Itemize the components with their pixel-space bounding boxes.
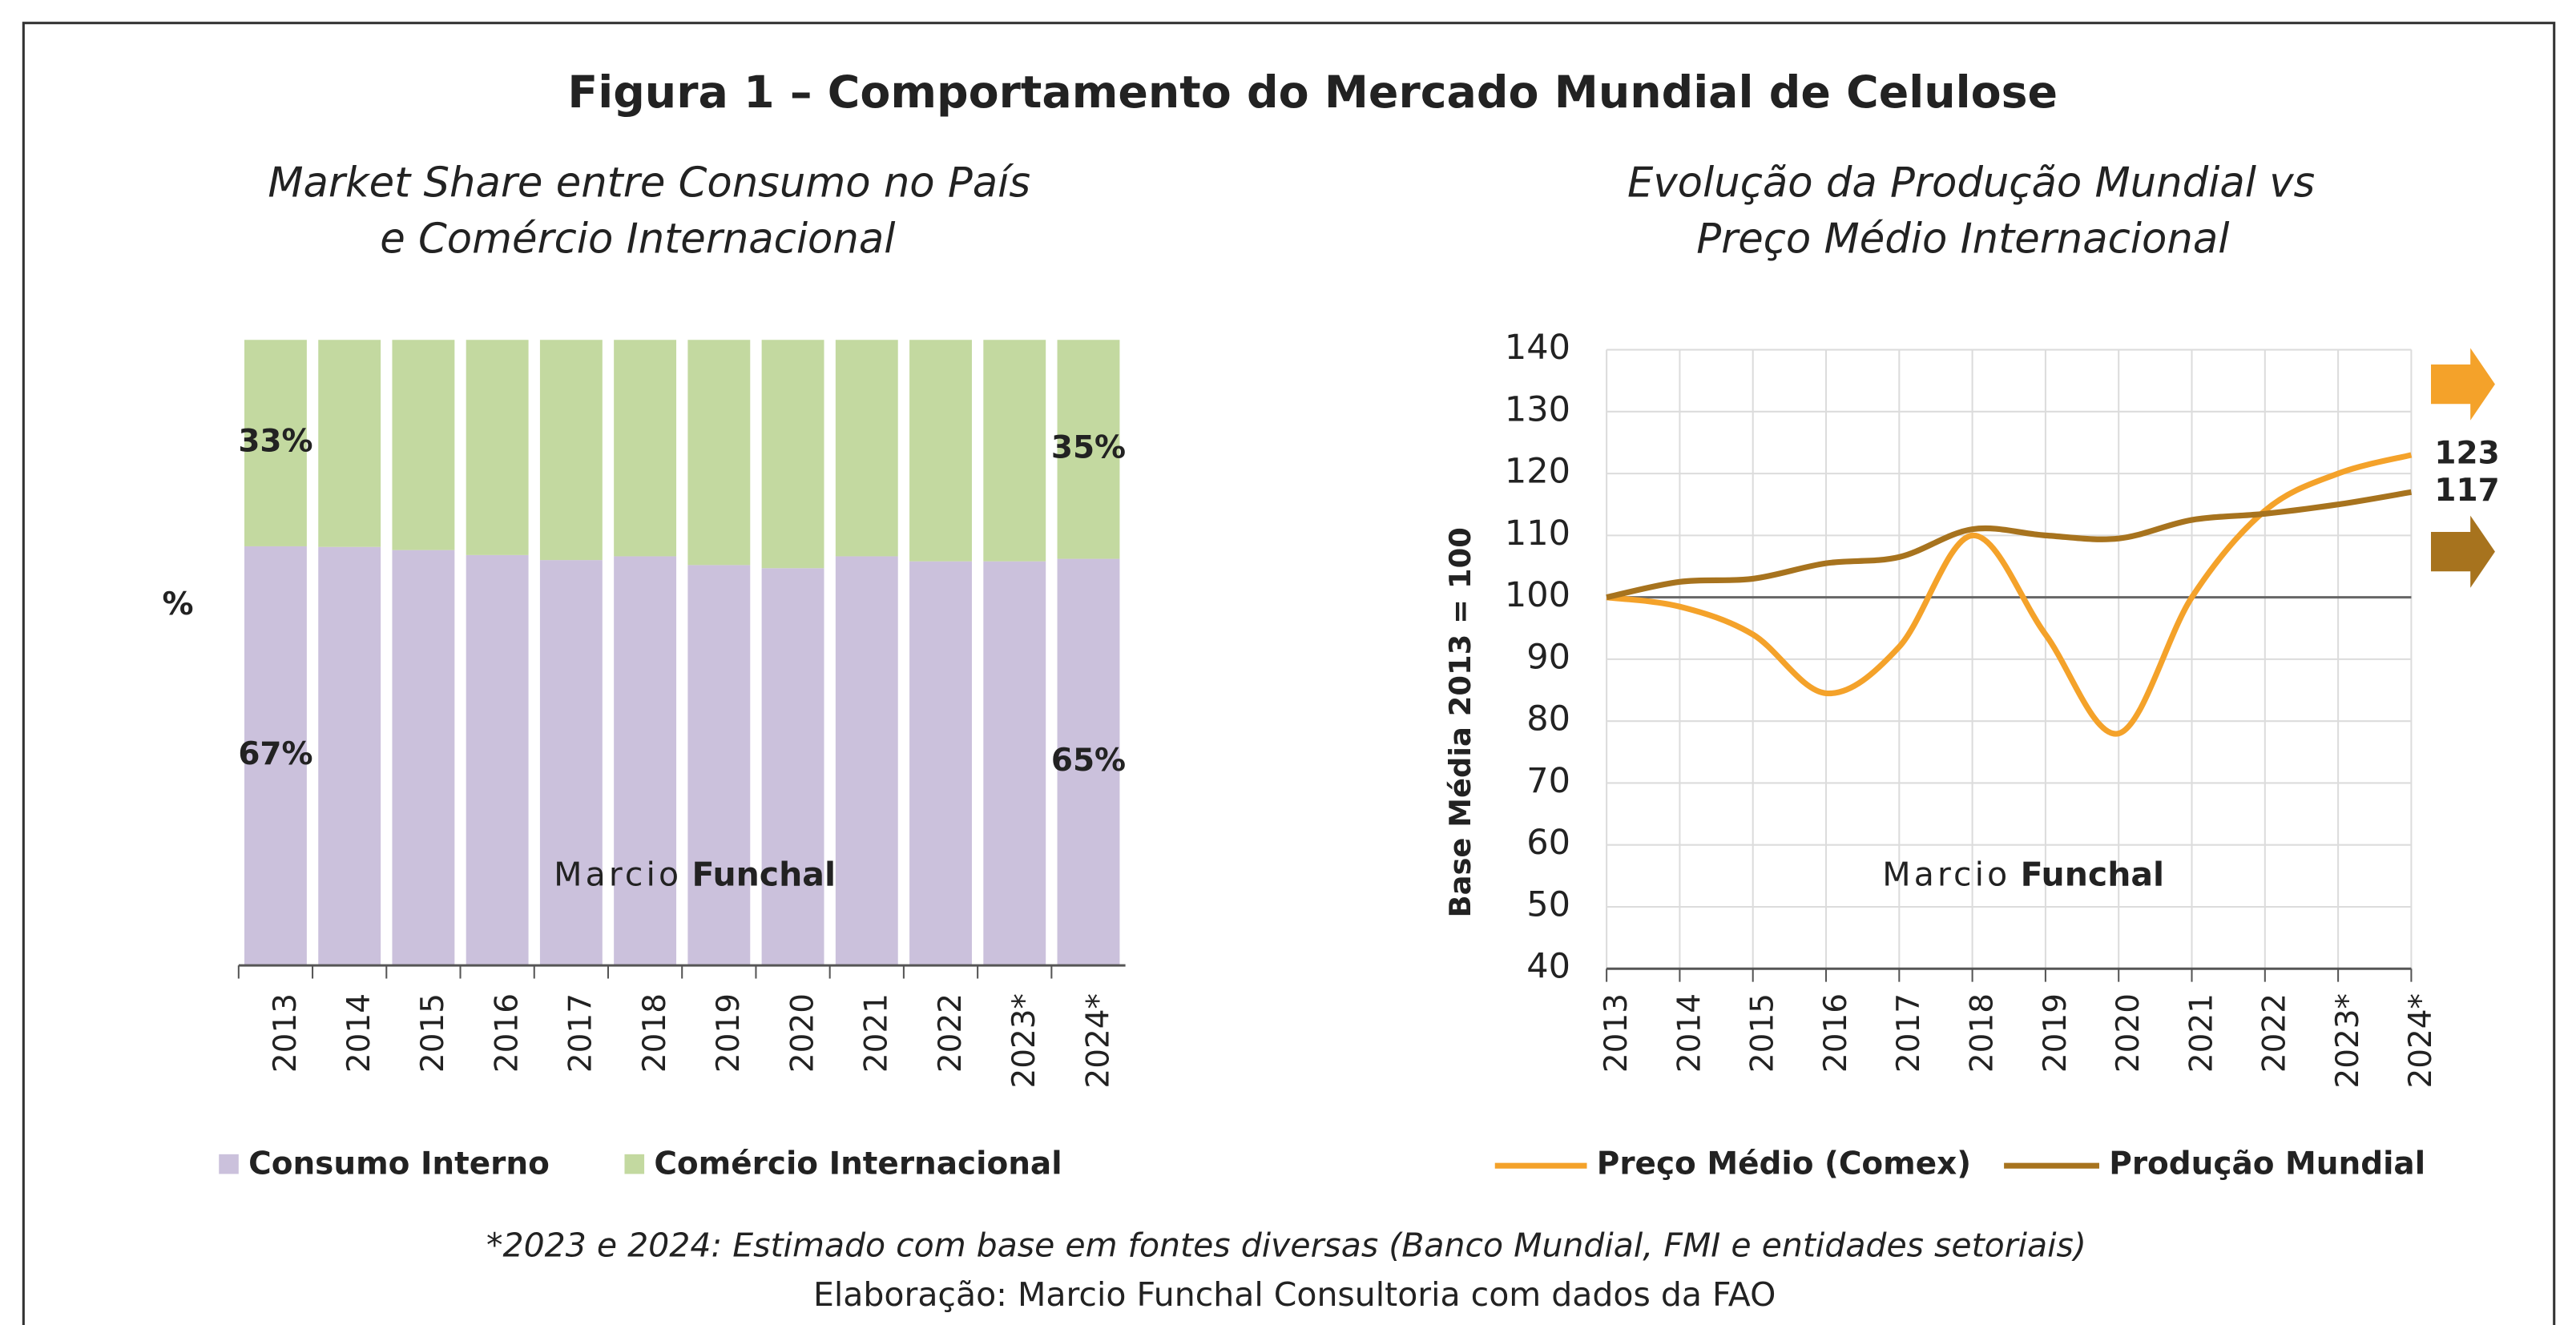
x-tick-label: 2023* xyxy=(2330,993,2366,1089)
y-tick-label: 50 xyxy=(1526,884,1570,924)
y-tick-label: 90 xyxy=(1526,637,1570,677)
arrow-icon xyxy=(2430,515,2495,588)
x-tick-label: 2017 xyxy=(1891,993,1927,1073)
x-tick-label: 2020 xyxy=(784,993,820,1073)
y-tick-label: 60 xyxy=(1526,823,1570,863)
y-axis-label: Base Média 2013 = 100 xyxy=(1443,527,1477,917)
bar-segment xyxy=(687,340,751,566)
x-tick-label: 2023* xyxy=(1006,993,1042,1089)
x-tick-label: 2019 xyxy=(711,993,747,1073)
arrow-icon xyxy=(2430,348,2495,421)
line-series xyxy=(1606,452,2413,737)
legend-swatch xyxy=(219,1154,239,1174)
end-label: 117 xyxy=(2434,473,2499,509)
y-tick-label: 40 xyxy=(1526,947,1570,987)
y-tick-label: 120 xyxy=(1505,452,1570,492)
bar-segment xyxy=(614,556,677,966)
y-tick-label: 70 xyxy=(1526,761,1570,801)
data-label: 33% xyxy=(238,424,312,460)
bar-segment xyxy=(983,561,1046,966)
legend-label: Preço Médio (Comex) xyxy=(1597,1146,1971,1182)
x-tick-label: 2021 xyxy=(2183,993,2219,1073)
bar-segment xyxy=(539,560,603,966)
footnote: Elaboração: Marcio Funchal Consultoria c… xyxy=(813,1275,1776,1314)
bar-segment xyxy=(392,550,455,966)
bar-segment xyxy=(318,546,381,966)
subtitle: Evolução da Produção Mundial vs xyxy=(1627,159,2315,207)
end-label: 123 xyxy=(2434,435,2499,471)
bar-segment xyxy=(244,340,307,546)
bar-segment xyxy=(983,340,1046,562)
subtitle: Preço Médio Internacional xyxy=(1696,215,2229,263)
bar-segment xyxy=(466,554,529,966)
bar-segment xyxy=(392,340,455,550)
line-series xyxy=(1606,489,2413,601)
bar-segment xyxy=(835,340,898,557)
watermark: Funchal xyxy=(2021,855,2164,893)
x-tick-label: 2015 xyxy=(1745,993,1781,1073)
subtitle: Market Share entre Consumo no País xyxy=(268,159,1030,207)
figure-title: Figura 1 – Comportamento do Mercado Mund… xyxy=(567,67,2058,119)
bar-segment xyxy=(687,565,751,966)
x-tick-label: 2013 xyxy=(268,993,304,1073)
x-tick-label: 2018 xyxy=(1964,993,2000,1073)
x-tick-label: 2018 xyxy=(637,993,673,1073)
y-tick-label: 140 xyxy=(1505,328,1570,368)
legend-label: Comércio Internacional xyxy=(654,1146,1062,1182)
legend-label: Consumo Interno xyxy=(248,1146,550,1182)
x-tick-label: 2020 xyxy=(2110,993,2147,1073)
x-tick-label: 2014 xyxy=(1671,993,1707,1073)
y-axis-label: % xyxy=(162,586,193,622)
bar-segment xyxy=(466,340,529,555)
bar-segment xyxy=(318,340,381,547)
legend-label: Produção Mundial xyxy=(2109,1146,2425,1182)
x-tick-label: 2022 xyxy=(2257,993,2293,1073)
y-tick-label: 130 xyxy=(1505,389,1570,429)
x-tick-label: 2016 xyxy=(1818,993,1854,1073)
x-tick-label: 2019 xyxy=(2038,993,2074,1073)
x-tick-label: 2016 xyxy=(489,993,525,1073)
watermark: Funchal xyxy=(692,855,836,893)
y-tick-label: 110 xyxy=(1505,513,1570,554)
bar-segment xyxy=(1057,558,1120,966)
bar-segment xyxy=(244,546,307,966)
legend-swatch xyxy=(624,1154,645,1174)
bar-segment xyxy=(909,561,972,966)
bar-segment xyxy=(909,340,972,562)
data-label: 65% xyxy=(1051,743,1126,779)
bar-segment xyxy=(835,556,898,966)
x-tick-label: 2013 xyxy=(1598,993,1635,1073)
x-tick-label: 2022 xyxy=(933,993,969,1073)
bar-segment xyxy=(1057,340,1120,559)
x-tick-label: 2024* xyxy=(1080,993,1116,1089)
bar-segment xyxy=(539,340,603,561)
x-tick-label: 2015 xyxy=(415,993,451,1073)
bar-segment xyxy=(761,340,824,569)
data-label: 67% xyxy=(238,736,312,772)
y-tick-label: 80 xyxy=(1526,699,1570,739)
bar-segment xyxy=(614,340,677,557)
bar-segment xyxy=(761,568,824,966)
footnote: *2023 e 2024: Estimado com base em fonte… xyxy=(486,1226,2086,1265)
watermark: Marcio xyxy=(554,855,682,893)
subtitle: e Comércio Internacional xyxy=(380,215,895,263)
x-tick-label: 2014 xyxy=(341,993,377,1073)
x-tick-label: 2021 xyxy=(859,993,895,1073)
frame xyxy=(22,22,2556,1325)
x-tick-label: 2017 xyxy=(563,993,599,1073)
data-label: 35% xyxy=(1051,429,1126,465)
watermark: Marcio xyxy=(1882,855,2010,893)
x-tick-label: 2024* xyxy=(2403,993,2439,1089)
y-tick-label: 100 xyxy=(1505,575,1570,615)
